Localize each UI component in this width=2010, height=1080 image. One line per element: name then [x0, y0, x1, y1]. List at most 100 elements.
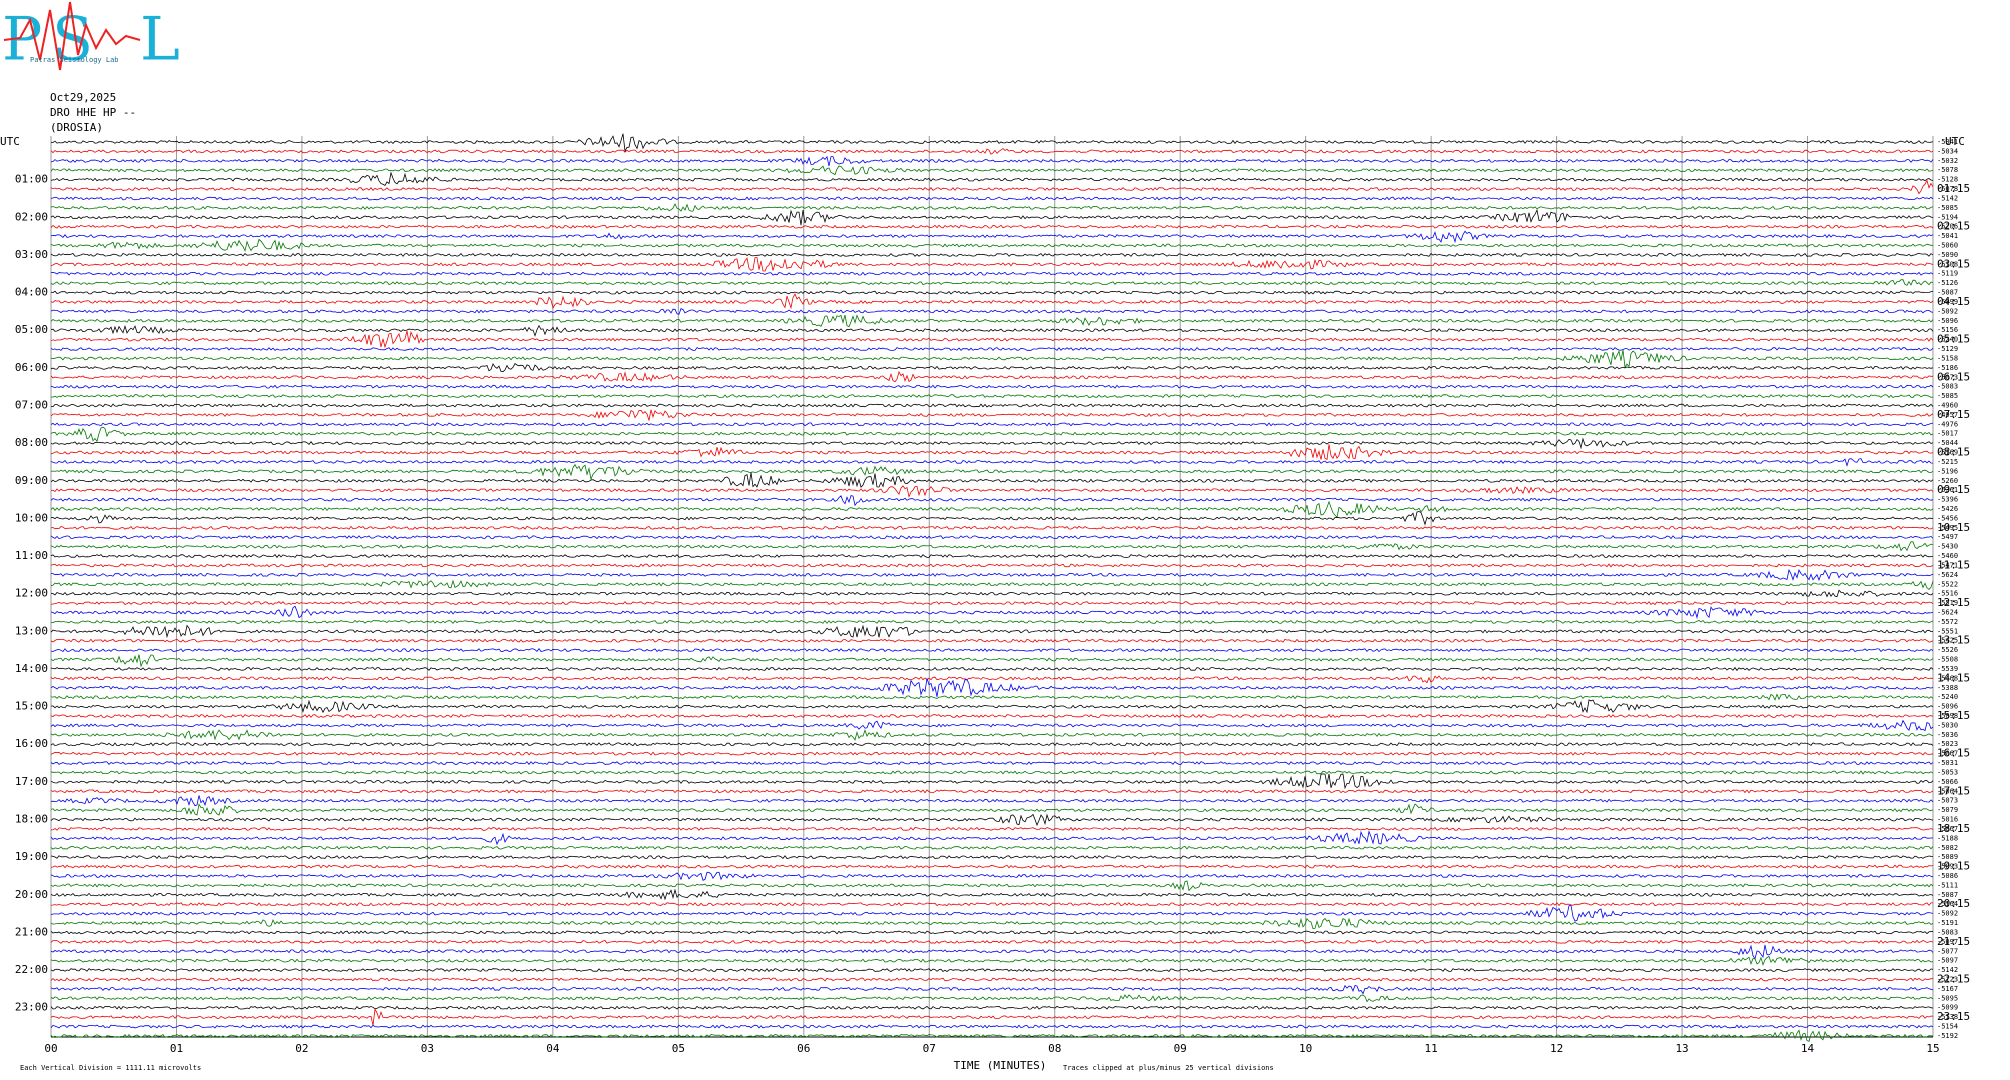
trace-offset: -5624	[1937, 571, 1958, 579]
scale-note: Each Vertical Division = 1111.11 microvo…	[20, 1064, 201, 1072]
x-tick-label: 05	[672, 1042, 685, 1055]
hour-label: 07:00	[15, 398, 48, 411]
x-tick-label: 01	[170, 1042, 183, 1055]
trace-offset: -5186	[1937, 364, 1958, 372]
hour-label: 14:00	[15, 662, 48, 675]
trace	[50, 196, 1934, 201]
trace-offset: -5188	[1937, 834, 1958, 842]
trace	[50, 605, 1934, 620]
trace	[50, 994, 1934, 1003]
trace	[50, 648, 1934, 653]
hour-label: 20:15	[1937, 897, 1970, 910]
trace-offset: -5064	[1937, 787, 1958, 795]
trace	[50, 830, 1933, 846]
trace	[50, 463, 1934, 481]
trace-offset: -4976	[1937, 420, 1958, 428]
trace	[50, 384, 1934, 389]
trace	[50, 308, 1934, 315]
trace-offset: -5206	[1937, 223, 1958, 231]
trace	[50, 553, 1934, 559]
trace	[50, 257, 1934, 272]
x-tick-label: 10	[1299, 1042, 1312, 1055]
trace-offset: -5624	[1937, 609, 1958, 617]
trace-offset: -5083	[1937, 383, 1958, 391]
hour-label: 20:00	[15, 888, 48, 901]
trace	[50, 271, 1934, 276]
trace-offset: -5164	[1937, 900, 1958, 908]
trace	[50, 324, 1934, 337]
left-axis-title: UTC	[0, 135, 20, 148]
trace	[51, 826, 1934, 831]
trace	[50, 789, 1934, 794]
hour-label: 08:00	[15, 436, 48, 449]
trace-offset: -5085	[1937, 204, 1958, 212]
trace-offset: -5539	[1937, 665, 1958, 673]
trace	[50, 984, 1934, 995]
hour-label: 23:00	[15, 1001, 48, 1014]
trace-offset: -5082	[1937, 844, 1958, 852]
trace	[50, 563, 1934, 568]
x-tick-label: 02	[295, 1042, 308, 1055]
hour-label: 03:00	[15, 248, 48, 261]
trace	[50, 370, 1933, 383]
trace	[50, 761, 1934, 766]
trace-offset: -5073	[1937, 373, 1958, 381]
trace-offset: -5215	[1937, 458, 1958, 466]
trace-offset: -5090	[1937, 251, 1958, 259]
trace	[50, 394, 1934, 399]
trace	[50, 917, 1934, 930]
trace	[50, 930, 1934, 935]
trace-offset: -5522	[1937, 580, 1958, 588]
trace-offset: -5031	[1937, 759, 1958, 767]
trace-offset: -5426	[1937, 505, 1958, 513]
hour-label: 02:00	[15, 210, 48, 223]
channel: DRO HHE HP --	[50, 106, 136, 119]
trace-offset: -5023	[1937, 740, 1958, 748]
trace-offset: -5041	[1937, 232, 1958, 240]
trace	[50, 437, 1934, 450]
trace	[50, 165, 1934, 176]
hour-label: 11:15	[1937, 558, 1970, 571]
x-tick-label: 11	[1425, 1042, 1438, 1055]
trace	[50, 148, 1934, 155]
trace-offset: -5096	[1937, 317, 1958, 325]
trace	[50, 458, 1934, 467]
trace-offset: -5495	[1937, 524, 1958, 532]
trace-offset: -5016	[1937, 816, 1958, 824]
station: (DROSIA)	[50, 121, 103, 134]
trace-offset: -5093	[1937, 863, 1958, 871]
trace-offset: -5468	[1937, 674, 1958, 682]
trace-offset: -5191	[1937, 919, 1958, 927]
trace-offset: -5388	[1937, 684, 1958, 692]
trace	[50, 675, 1934, 684]
trace	[50, 171, 1934, 187]
trace	[50, 944, 1934, 960]
trace	[50, 409, 1934, 421]
trace	[50, 977, 1933, 982]
hour-label: 04:15	[1937, 295, 1970, 308]
trace	[50, 293, 1934, 310]
hour-label: 12:15	[1937, 596, 1970, 609]
trace	[50, 880, 1934, 892]
trace	[50, 1005, 1934, 1010]
trace	[50, 678, 1934, 697]
trace-offset: -5098	[1937, 712, 1958, 720]
trace	[50, 728, 1934, 741]
trace-offset: -5126	[1937, 279, 1958, 287]
hour-label: 05:00	[15, 323, 48, 336]
x-tick-label: 15	[1926, 1042, 1939, 1055]
x-tick-label: 07	[923, 1042, 936, 1055]
trace	[50, 955, 1934, 967]
trace-offset: -5060	[1937, 242, 1958, 250]
hour-label: 09:00	[15, 474, 48, 487]
hour-label: 18:00	[15, 813, 48, 826]
trace-offset: -5142	[1937, 966, 1958, 974]
trace-offset: -4960	[1937, 401, 1958, 409]
trace	[50, 495, 1934, 507]
x-tick-label: 09	[1174, 1042, 1187, 1055]
trace-offset: -5430	[1937, 543, 1958, 551]
trace-offset: -5240	[1937, 693, 1958, 701]
trace	[50, 535, 1934, 540]
hour-label: 08:15	[1937, 446, 1970, 459]
trace	[50, 472, 1934, 488]
